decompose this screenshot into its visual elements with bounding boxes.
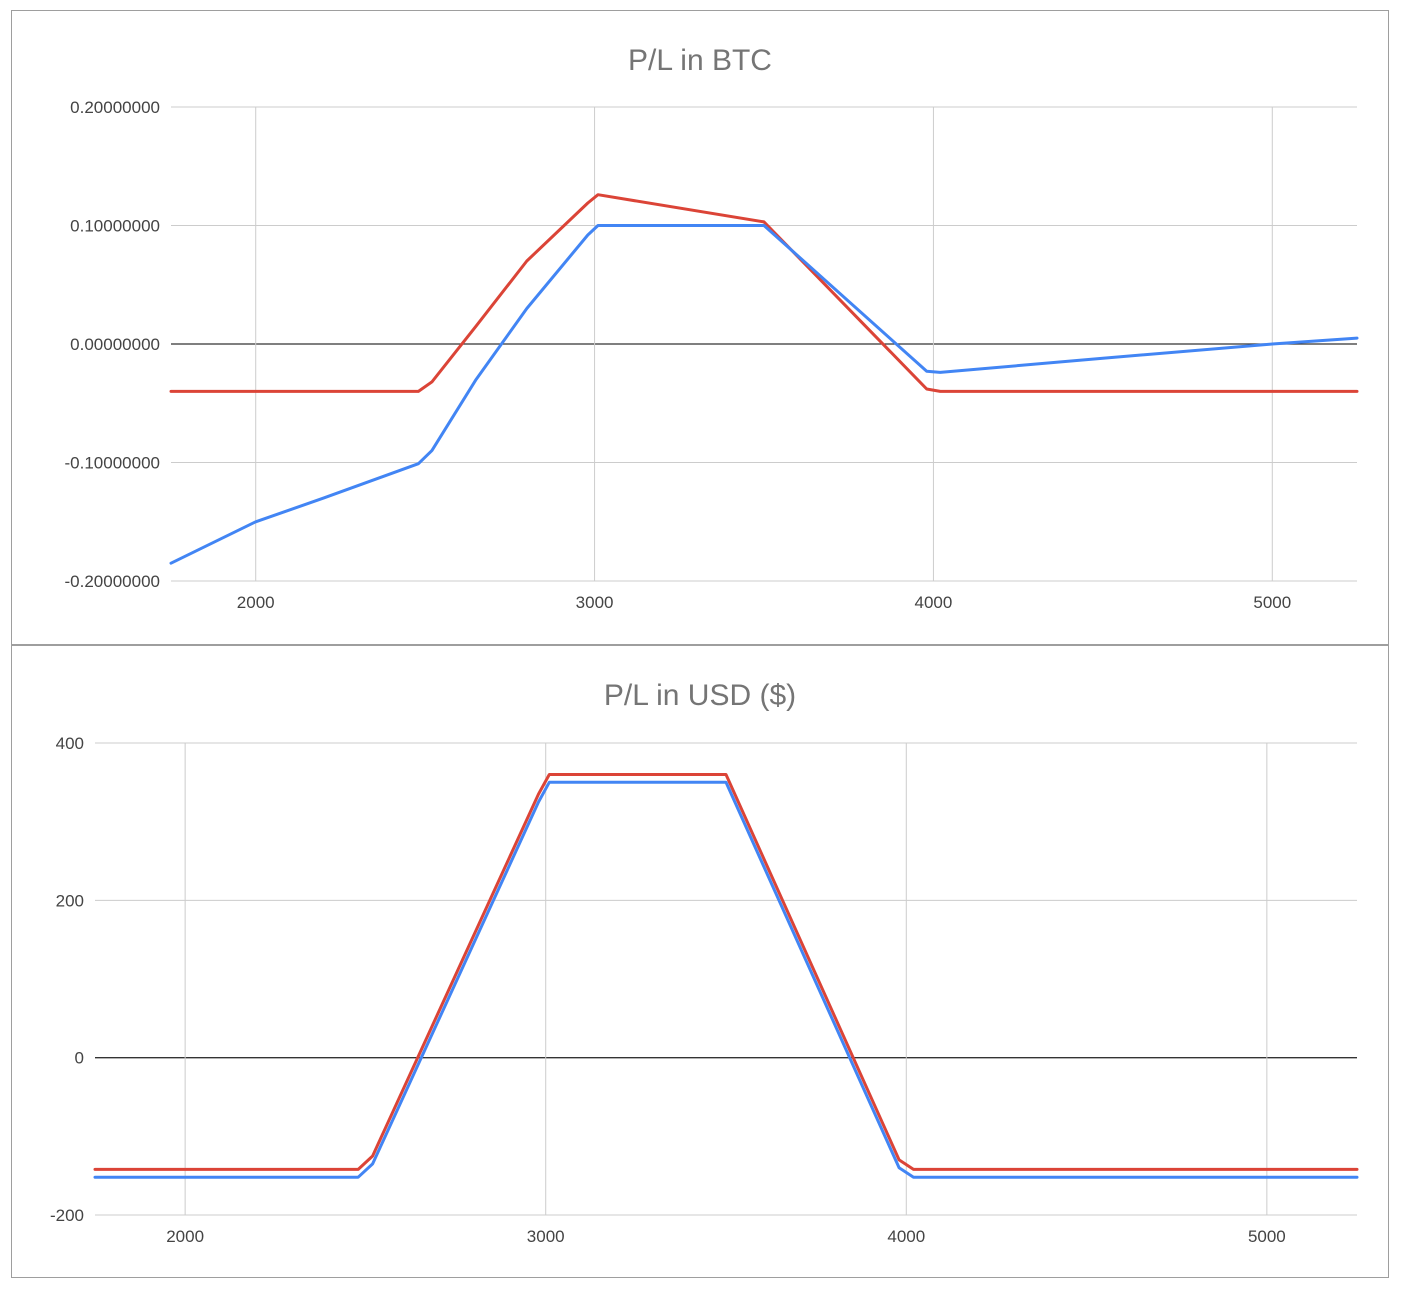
chart1-title: P/L in BTC (628, 44, 772, 77)
chart2-title: P/L in USD ($) (604, 679, 796, 712)
chart1-x-tick-label: 5000 (1253, 593, 1291, 612)
chart2-x-tick-label: 5000 (1248, 1227, 1286, 1246)
chart1-y-tick-label: -0.20000000 (65, 572, 160, 591)
chart1-series-line-red (169, 193, 1359, 393)
chart1-x-tick-label: 2000 (237, 593, 275, 612)
chart1-x-tick-label: 3000 (576, 593, 614, 612)
chart2-y-tick-label: 400 (56, 734, 84, 753)
chart1-y-tick-label: 0.00000000 (70, 335, 160, 354)
chart2-y-tick-label: 200 (56, 891, 84, 910)
chart1-y-tick-label: -0.10000000 (65, 454, 160, 473)
chart1-series-line-blue (169, 224, 1359, 565)
chart2-y-tick-label: -200 (50, 1206, 84, 1225)
chart1-y-tick-label: 0.10000000 (70, 217, 160, 236)
chart1-x-tick-label: 4000 (915, 593, 953, 612)
chart2-series-line-blue (93, 780, 1359, 1179)
chart1-y-tick-label: 0.20000000 (70, 98, 160, 117)
chart2-x-tick-label: 2000 (166, 1227, 204, 1246)
chart2-x-tick-label: 3000 (527, 1227, 565, 1246)
chart-divider (11, 644, 1389, 646)
chart2-series-line-red (93, 773, 1359, 1171)
chart2-y-tick-label: 0 (75, 1049, 84, 1068)
chart2-x-tick-label: 4000 (887, 1227, 925, 1246)
